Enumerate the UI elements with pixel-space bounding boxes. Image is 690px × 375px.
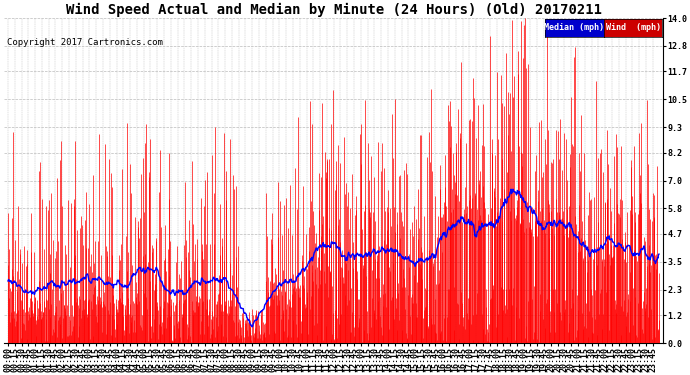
Text: Wind  (mph): Wind (mph) [606,23,660,32]
Text: Median (mph): Median (mph) [544,23,604,32]
Title: Wind Speed Actual and Median by Minute (24 Hours) (Old) 20170211: Wind Speed Actual and Median by Minute (… [66,3,602,17]
Text: Copyright 2017 Cartronics.com: Copyright 2017 Cartronics.com [7,38,163,47]
